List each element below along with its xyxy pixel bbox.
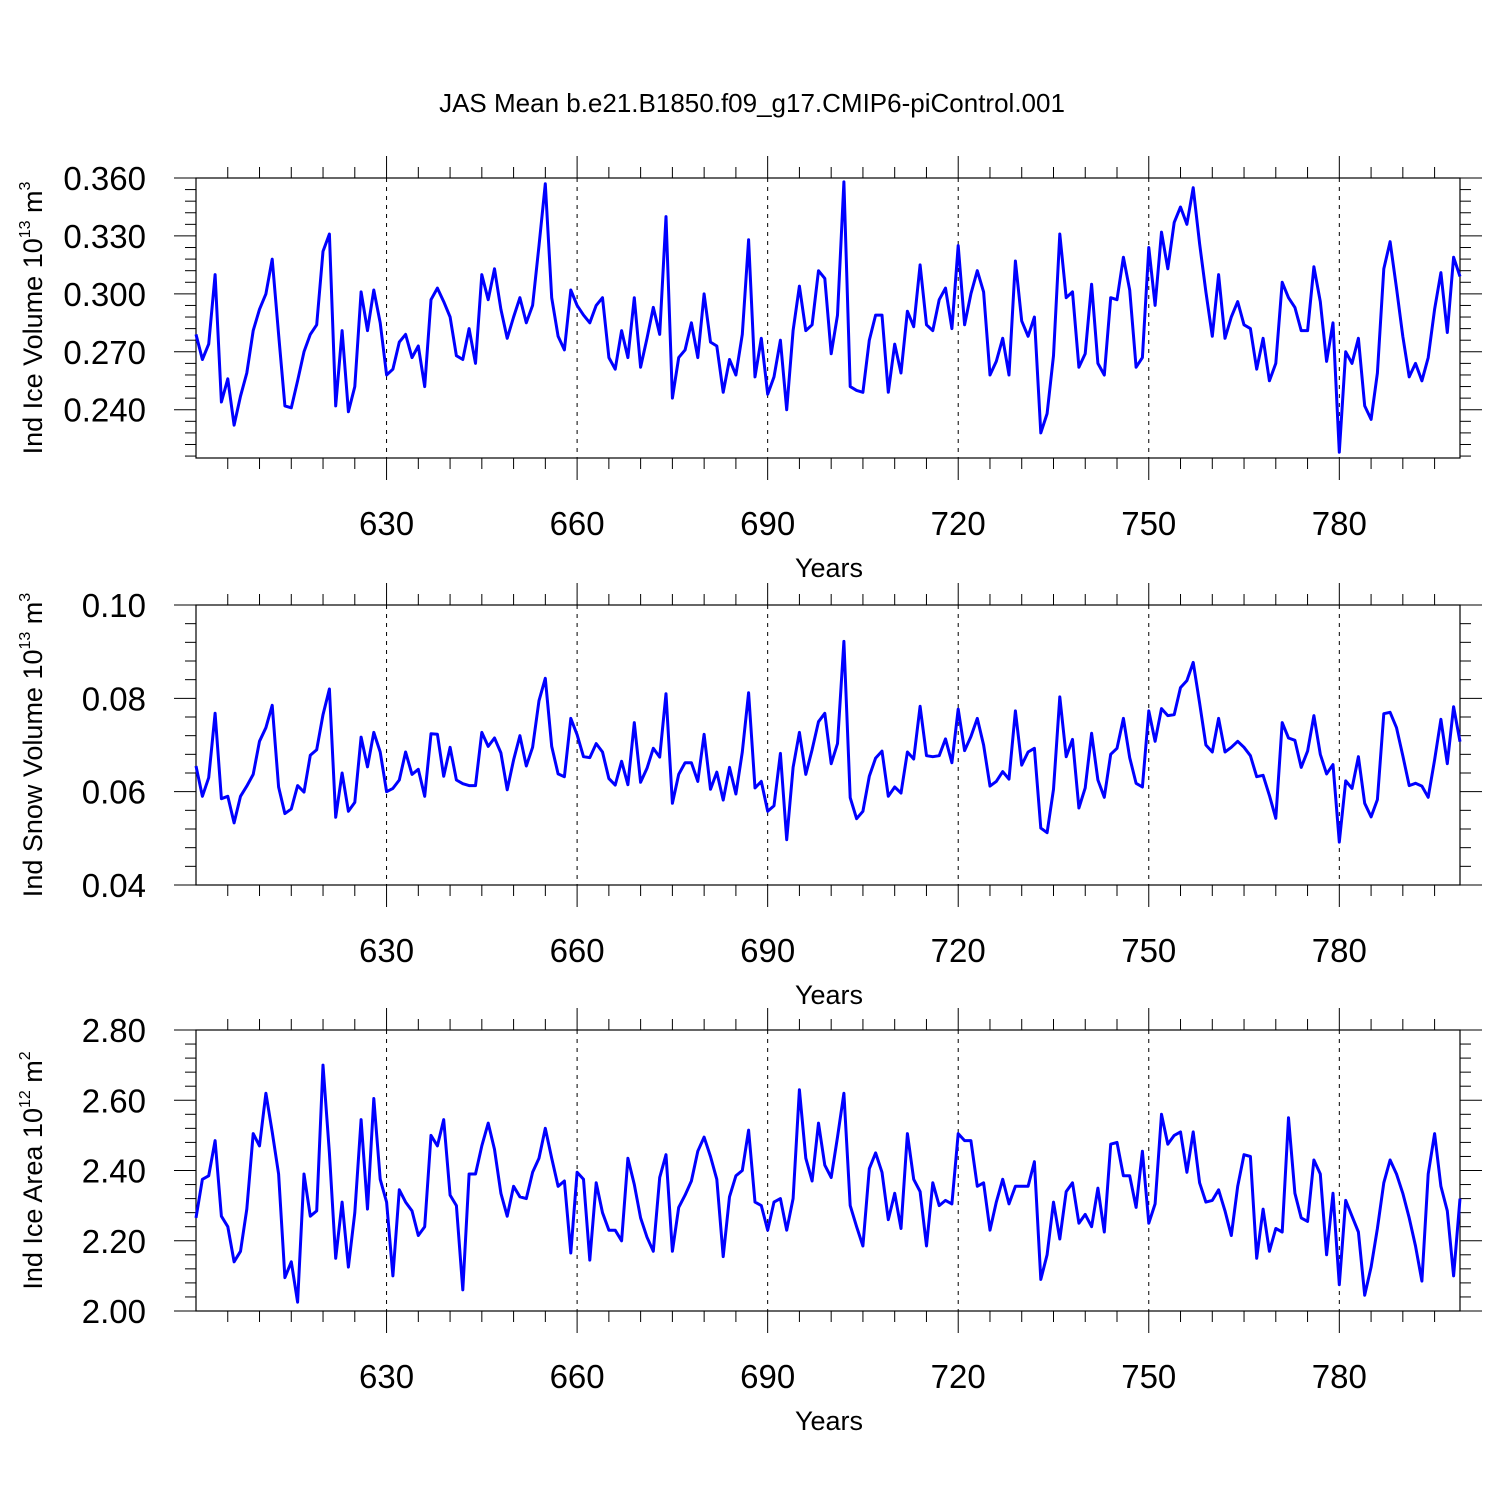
y-tick-label: 0.300 [63,276,146,313]
plot-frame [195,604,1461,886]
y-tick-label: 0.270 [63,334,146,371]
y-axis-title: Ind Ice Volume 1013 m3 [17,181,48,454]
x-axis-title: Years [795,1406,863,1436]
series-line [194,639,1462,844]
y-tick-label: 2.00 [82,1293,146,1330]
y-tick-label: 0.360 [63,160,146,197]
x-tick-label: 660 [550,505,605,542]
x-tick-label: 630 [359,505,414,542]
x-tick-label: 750 [1121,505,1176,542]
x-tick-label: 750 [1121,1358,1176,1395]
x-tick-label: 690 [740,932,795,969]
y-tick-label: 0.06 [82,774,146,811]
x-tick-label: 720 [931,505,986,542]
y-tick-label: 2.80 [82,1012,146,1049]
x-tick-label: 630 [359,1358,414,1395]
panels: 0.240 0.270 0.300 0.330 0.360 630 660 690 720 750… [17,156,1482,1436]
y-tick-label: 2.60 [82,1082,146,1119]
x-tick-label: 720 [931,932,986,969]
panel-3: 2.00 2.20 2.40 2.60 2.80 630 660 690 720 750 780 Ye… [17,1008,1482,1436]
y-tick-label: 0.330 [63,218,146,255]
y-axis-title: Ind Snow Volume 1013 m3 [17,593,48,897]
chart-title: JAS Mean b.e21.B1850.f09_g17.CMIP6-piCon… [439,88,1065,118]
y-tick-label: 0.08 [82,680,146,717]
y-tick-label: 2.20 [82,1223,146,1260]
x-tick-label: 720 [931,1358,986,1395]
x-tick-label: 660 [550,932,605,969]
y-tick-label: 0.240 [63,392,146,429]
x-axis-title: Years [795,553,863,583]
plot-frame [195,177,1461,459]
panel-2: 0.04 0.06 0.08 0.10 630 660 690 720 750 780 Years I… [17,583,1482,1010]
x-tick-label: 780 [1312,932,1367,969]
y-axis-title: Ind Ice Area 1012 m2 [17,1051,48,1289]
y-tick-label: 2.40 [82,1153,146,1190]
series-line [194,1063,1462,1304]
x-tick-label: 630 [359,932,414,969]
panel-1: 0.240 0.270 0.300 0.330 0.360 630 660 690 720 750… [17,156,1482,583]
x-tick-label: 750 [1121,932,1176,969]
x-tick-label: 690 [740,1358,795,1395]
x-tick-label: 780 [1312,1358,1367,1395]
x-tick-label: 690 [740,505,795,542]
series-line [194,180,1462,454]
x-axis-title: Years [795,980,863,1010]
y-tick-label: 0.04 [82,867,146,904]
x-tick-label: 780 [1312,505,1367,542]
y-tick-label: 0.10 [82,587,146,624]
x-tick-label: 660 [550,1358,605,1395]
